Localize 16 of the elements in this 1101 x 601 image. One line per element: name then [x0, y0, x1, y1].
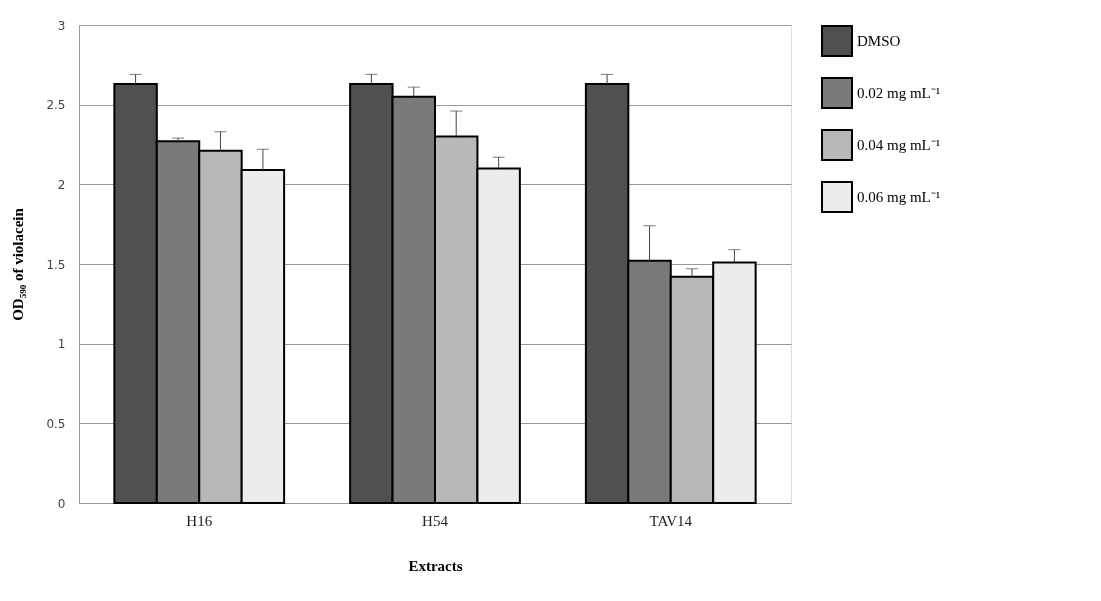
- legend-label: 0.02 mg mL⁻¹: [857, 85, 941, 101]
- y-tick-label: 2.5: [46, 98, 66, 113]
- x-tick-label: H54: [422, 512, 449, 529]
- x-tick-label: H16: [186, 512, 213, 529]
- y-tick-label: 1: [57, 337, 66, 352]
- y-tick-label: 2: [57, 177, 66, 192]
- legend-label: 0.06 mg mL⁻¹: [857, 189, 941, 205]
- x-tick-label: TAV14: [649, 512, 693, 529]
- y-tick-label: 3: [57, 18, 66, 33]
- y-tick-label: 0: [57, 496, 66, 511]
- legend-label: 0.04 mg mL⁻¹: [857, 137, 941, 153]
- y-tick-label: 0.5: [46, 416, 66, 431]
- y-tick-label: 1.5: [46, 257, 66, 272]
- x-axis-title: Extracts: [408, 557, 463, 574]
- legend-label: DMSO: [857, 33, 901, 49]
- y-axis-title: OD₅₉₀ of violacein: [10, 207, 27, 321]
